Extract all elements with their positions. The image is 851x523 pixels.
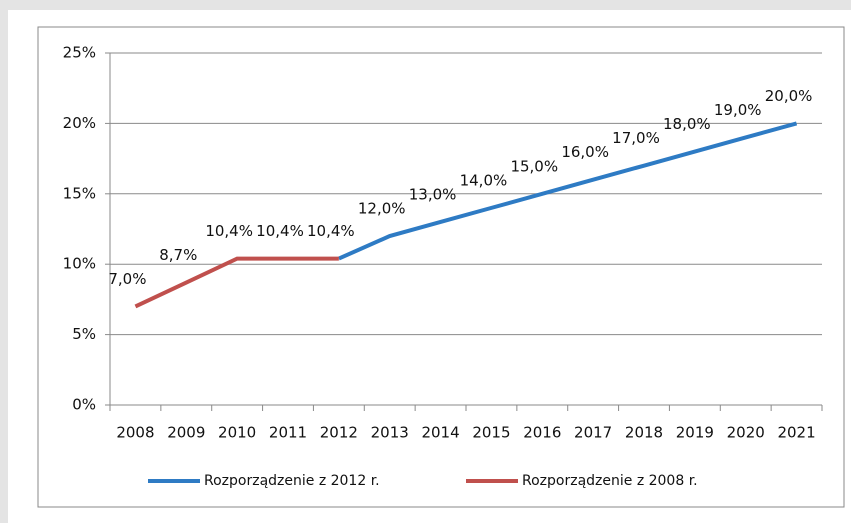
x-tick-label: 2011 — [269, 424, 307, 442]
data-label: 15,0% — [510, 157, 558, 175]
data-label: 10,4% — [307, 222, 355, 240]
x-tick-label: 2016 — [523, 424, 561, 442]
x-tick-label: 2014 — [421, 424, 459, 442]
x-tick-label: 2009 — [167, 424, 205, 442]
data-label: 13,0% — [409, 185, 457, 203]
data-label: 16,0% — [561, 143, 609, 161]
legend-label: Rozporządzenie z 2012 r. — [204, 473, 380, 489]
data-label: 10,4% — [256, 222, 304, 240]
chart-border — [37, 26, 845, 508]
legend-label: Rozporządzenie z 2008 r. — [522, 473, 698, 489]
card — [8, 10, 851, 523]
x-tick-label: 2017 — [574, 424, 612, 442]
x-tick-label: 2021 — [777, 424, 815, 442]
data-label: 8,7% — [159, 246, 197, 264]
x-tick-label: 2019 — [676, 424, 714, 442]
x-tick-label: 2010 — [218, 424, 256, 442]
x-tick-label: 2013 — [371, 424, 409, 442]
x-tick-label: 2008 — [116, 424, 154, 442]
series-line — [134, 256, 339, 309]
x-tick-label: 2012 — [320, 424, 358, 442]
data-label: 10,4% — [205, 222, 253, 240]
x-tick-label: 2018 — [625, 424, 663, 442]
y-tick-label: 20% — [63, 114, 96, 132]
data-label: 17,0% — [612, 129, 660, 147]
data-label: 7,0% — [108, 270, 146, 288]
x-tick-label: 2020 — [727, 424, 765, 442]
data-label: 12,0% — [358, 200, 406, 218]
y-tick-label: 0% — [72, 396, 96, 414]
data-label: 18,0% — [663, 115, 711, 133]
y-tick-label: 10% — [63, 255, 96, 273]
data-label: 19,0% — [714, 101, 762, 119]
y-tick-label: 5% — [72, 325, 96, 343]
x-tick-label: 2015 — [472, 424, 510, 442]
data-label: 14,0% — [460, 171, 508, 189]
y-tick-label: 15% — [63, 184, 96, 202]
data-label: 20,0% — [765, 87, 813, 105]
series-line — [338, 121, 798, 261]
y-tick-label: 25% — [63, 44, 96, 62]
